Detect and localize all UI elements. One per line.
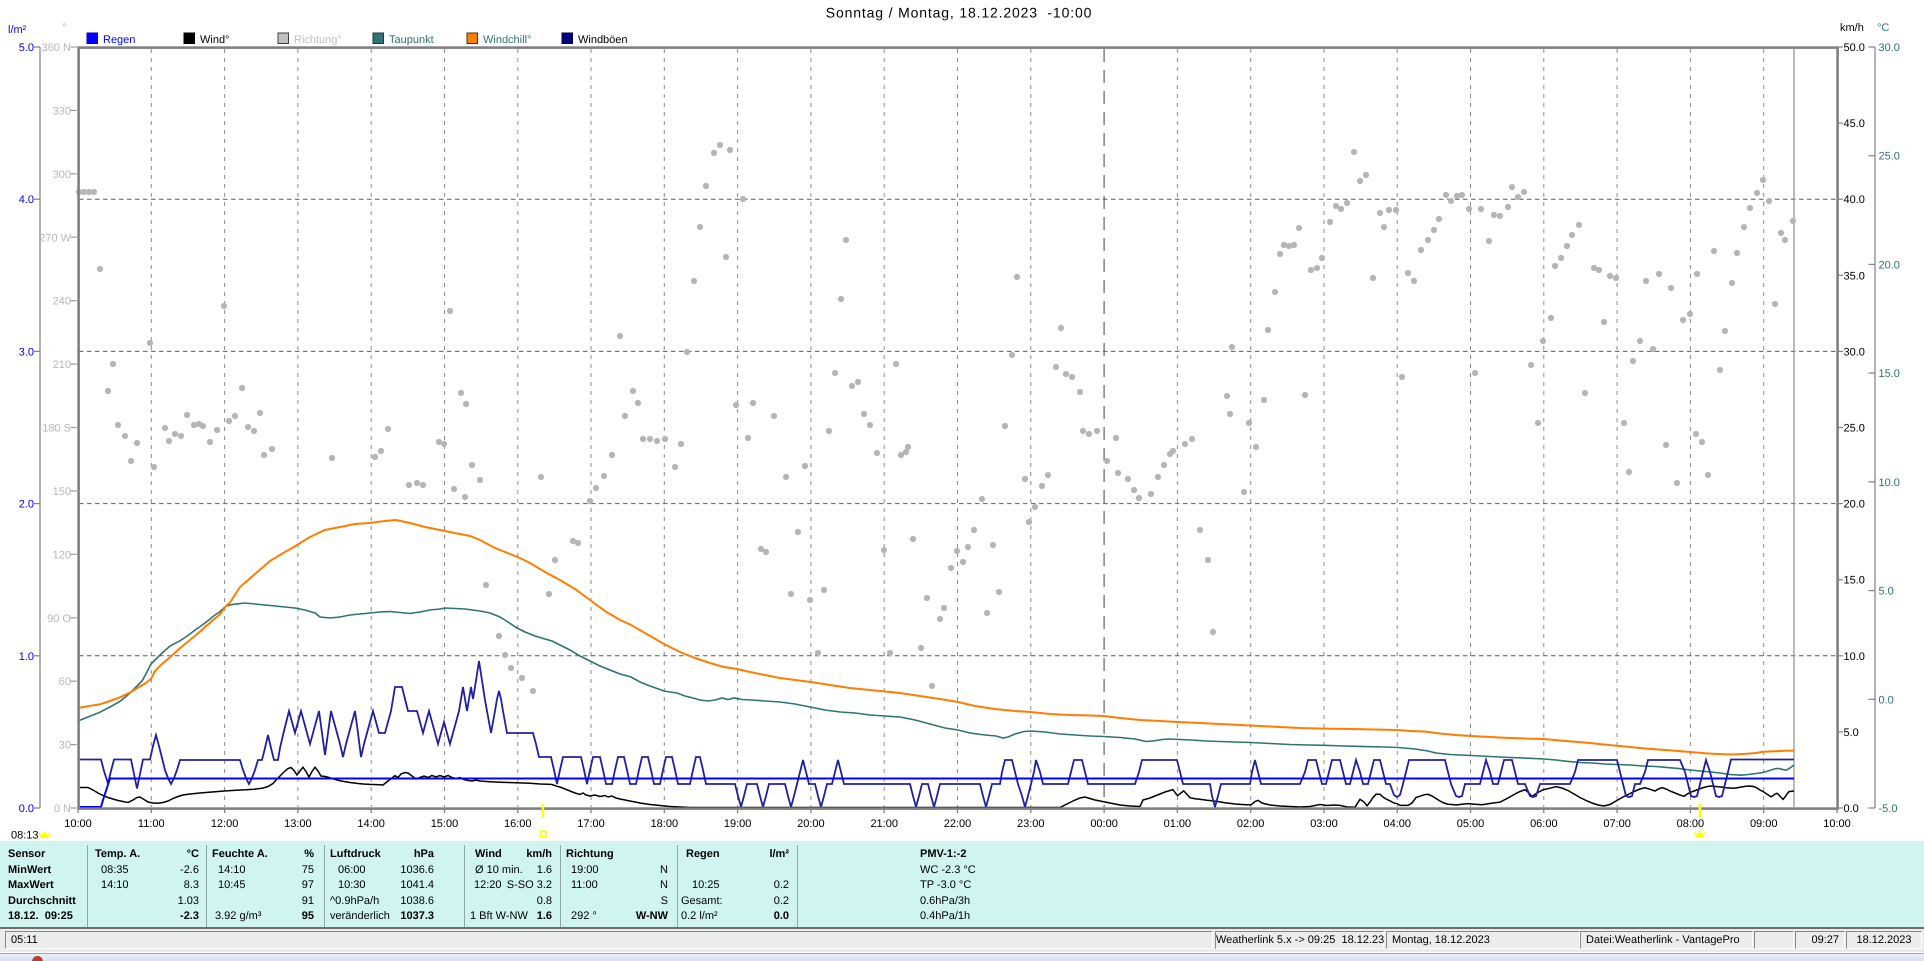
svg-text:20:00: 20:00	[797, 818, 825, 830]
svg-text:5.0: 5.0	[19, 42, 34, 54]
svg-text:120: 120	[53, 549, 71, 561]
svg-text:10:00: 10:00	[1823, 818, 1851, 830]
svg-text:4.0: 4.0	[19, 194, 34, 206]
svg-text:08:00: 08:00	[1677, 818, 1705, 830]
svg-text:25.0: 25.0	[1879, 151, 1900, 163]
svg-text:0.0: 0.0	[1879, 694, 1894, 706]
svg-text:45.0: 45.0	[1844, 118, 1865, 130]
svg-text:15:00: 15:00	[431, 818, 459, 830]
svg-text:0 N: 0 N	[54, 803, 71, 815]
svg-text:40.0: 40.0	[1844, 194, 1865, 206]
svg-text:Sonntag / Montag, 18.12.2023: Sonntag / Montag, 18.12.2023 -10:00	[826, 5, 1092, 21]
svg-text:360 N: 360 N	[42, 42, 71, 54]
svg-text:3.0: 3.0	[19, 346, 34, 358]
svg-text:Windböen: Windböen	[578, 34, 628, 46]
svg-text:0.0: 0.0	[19, 803, 34, 815]
svg-text:30.0: 30.0	[1879, 42, 1900, 54]
svg-text:10.0: 10.0	[1844, 651, 1865, 663]
svg-text:20.0: 20.0	[1879, 259, 1900, 271]
svg-text:5.0: 5.0	[1844, 727, 1859, 739]
svg-text:15.0: 15.0	[1844, 575, 1865, 587]
svg-text:Windchill°: Windchill°	[483, 34, 531, 46]
svg-text:5.0: 5.0	[1879, 586, 1894, 598]
svg-text:14:00: 14:00	[357, 818, 385, 830]
svg-text:03:00: 03:00	[1310, 818, 1338, 830]
svg-text:13:00: 13:00	[284, 818, 312, 830]
svg-text:330: 330	[53, 105, 71, 117]
svg-text:17:00: 17:00	[577, 818, 605, 830]
svg-text:km/h: km/h	[1840, 22, 1864, 34]
svg-text:°C: °C	[1877, 22, 1889, 34]
svg-text:50.0: 50.0	[1844, 42, 1865, 54]
svg-text:1.0: 1.0	[19, 651, 34, 663]
svg-text:30.0: 30.0	[1844, 346, 1865, 358]
svg-text:02:00: 02:00	[1237, 818, 1265, 830]
svg-text:25.0: 25.0	[1844, 423, 1865, 435]
svg-text:90 O: 90 O	[47, 613, 71, 625]
svg-text:06:00: 06:00	[1530, 818, 1558, 830]
svg-text:2.0: 2.0	[19, 499, 34, 511]
svg-text:15.0: 15.0	[1879, 368, 1900, 380]
svg-text:04:00: 04:00	[1383, 818, 1411, 830]
svg-text:23:00: 23:00	[1017, 818, 1045, 830]
svg-text:35.0: 35.0	[1844, 270, 1865, 282]
svg-text:0.0: 0.0	[1844, 803, 1859, 815]
svg-text:Taupunkt: Taupunkt	[389, 34, 434, 46]
svg-text:18:00: 18:00	[651, 818, 679, 830]
svg-text:210: 210	[53, 359, 71, 371]
svg-text:20.0: 20.0	[1844, 499, 1865, 511]
svg-text:07:00: 07:00	[1603, 818, 1631, 830]
svg-text:21:00: 21:00	[870, 818, 898, 830]
svg-text:00:00: 00:00	[1090, 818, 1118, 830]
svg-text:16:00: 16:00	[504, 818, 532, 830]
svg-text:08:13: 08:13	[11, 830, 39, 842]
svg-text:60: 60	[59, 676, 71, 688]
svg-text:22:00: 22:00	[944, 818, 972, 830]
svg-text:09:00: 09:00	[1750, 818, 1778, 830]
svg-text:180 S: 180 S	[42, 423, 71, 435]
svg-text:l/m²: l/m²	[8, 24, 27, 36]
svg-text:01:00: 01:00	[1164, 818, 1192, 830]
svg-text:05:00: 05:00	[1457, 818, 1485, 830]
svg-text:12:00: 12:00	[211, 818, 239, 830]
svg-text:19:00: 19:00	[724, 818, 752, 830]
svg-text:Richtung°: Richtung°	[294, 34, 342, 46]
svg-text:270 W: 270 W	[39, 232, 71, 244]
svg-text:30: 30	[59, 740, 71, 752]
svg-text:240: 240	[53, 296, 71, 308]
svg-text:°: °	[62, 22, 66, 34]
svg-text:10:00: 10:00	[64, 818, 92, 830]
svg-text:-5.0: -5.0	[1879, 803, 1898, 815]
svg-text:11:00: 11:00	[138, 818, 165, 830]
svg-text:Wind°: Wind°	[200, 34, 229, 46]
svg-text:Regen: Regen	[103, 34, 135, 46]
svg-text:300: 300	[53, 169, 71, 181]
svg-text:10.0: 10.0	[1879, 477, 1900, 489]
svg-text:150: 150	[53, 486, 71, 498]
